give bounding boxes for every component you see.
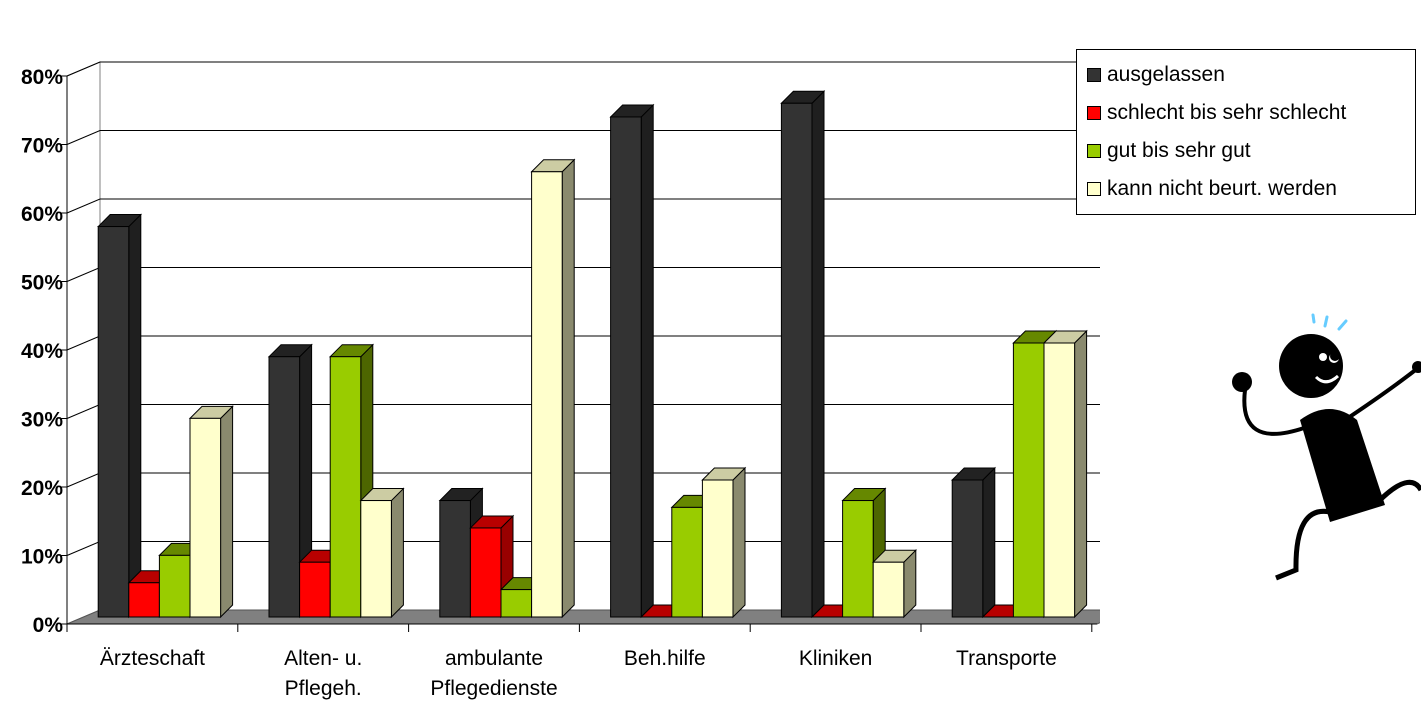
bar-side (390, 487, 404, 619)
dancing-stick-figure-icon (1232, 313, 1421, 581)
y-tick-label: 30% (21, 409, 63, 432)
legend-label: gut bis sehr gut (1107, 139, 1251, 162)
bar-chart: 0% 10% 20% 30% 40% 50% 60% 70% 80% Ärzteschaft Alt… (21, 61, 1100, 700)
x-tick-label: Pflegedienste (430, 677, 557, 700)
y-tick-label: 80% (21, 66, 63, 89)
y-tick-label: 40% (21, 340, 63, 363)
bar (531, 171, 563, 618)
y-tick-label: 50% (21, 272, 63, 295)
legend-item: gut bis sehr gut (1087, 132, 1415, 170)
bar (1043, 342, 1076, 618)
chart-legend: ausgelassen schlecht bis sehr schlecht gut… (1076, 49, 1416, 215)
bar (439, 500, 471, 618)
bar (500, 589, 533, 618)
x-tick-label: Transporte (956, 647, 1057, 670)
x-tick-label: Alten- u. (284, 647, 362, 670)
bar (469, 527, 502, 618)
bar (97, 226, 130, 618)
bar (951, 479, 984, 618)
bar-side (732, 466, 746, 619)
bar-side (220, 405, 234, 619)
legend-label: schlecht bis sehr schlecht (1107, 101, 1347, 124)
bar (872, 561, 905, 618)
bar (1012, 342, 1045, 618)
x-tick-label: Ärzteschaft (100, 647, 205, 670)
bar (189, 417, 222, 618)
x-tick-label: Beh.hilfe (624, 647, 706, 670)
x-tick-label: Pflegeh. (285, 677, 362, 700)
bar-side (128, 213, 142, 619)
bar-side (640, 103, 654, 619)
legend-swatch (1087, 182, 1101, 196)
bar-side (811, 90, 825, 619)
legend-label: ausgelassen (1107, 63, 1225, 86)
legend-swatch (1087, 144, 1101, 158)
x-tick-label: ambulante (445, 647, 543, 670)
legend-item: ausgelassen (1087, 56, 1415, 94)
y-tick-label: 20% (21, 477, 63, 500)
y-tick-label: 0% (33, 614, 64, 637)
bar (329, 356, 362, 618)
bar (299, 561, 331, 618)
bar (780, 102, 813, 618)
bar-side (561, 158, 575, 619)
legend-swatch (1087, 68, 1101, 82)
legend-label: kann nicht beurt. werden (1107, 177, 1337, 200)
x-tick-label: Kliniken (799, 647, 873, 670)
bar (671, 506, 703, 618)
bar (610, 116, 642, 618)
bar (268, 356, 301, 618)
y-tick-label: 70% (21, 135, 63, 158)
bar (842, 500, 874, 618)
bar (128, 582, 160, 618)
bar-side (982, 466, 996, 619)
legend-swatch (1087, 106, 1101, 120)
y-tick-label: 10% (21, 546, 63, 569)
legend-item: kann nicht beurt. werden (1087, 170, 1415, 208)
bar (701, 479, 734, 618)
bar (158, 554, 191, 618)
bar (360, 500, 392, 618)
gridline (66, 61, 1100, 77)
bar-side (1074, 329, 1088, 619)
legend-item: schlecht bis sehr schlecht (1087, 94, 1415, 132)
y-tick-label: 60% (21, 203, 63, 226)
